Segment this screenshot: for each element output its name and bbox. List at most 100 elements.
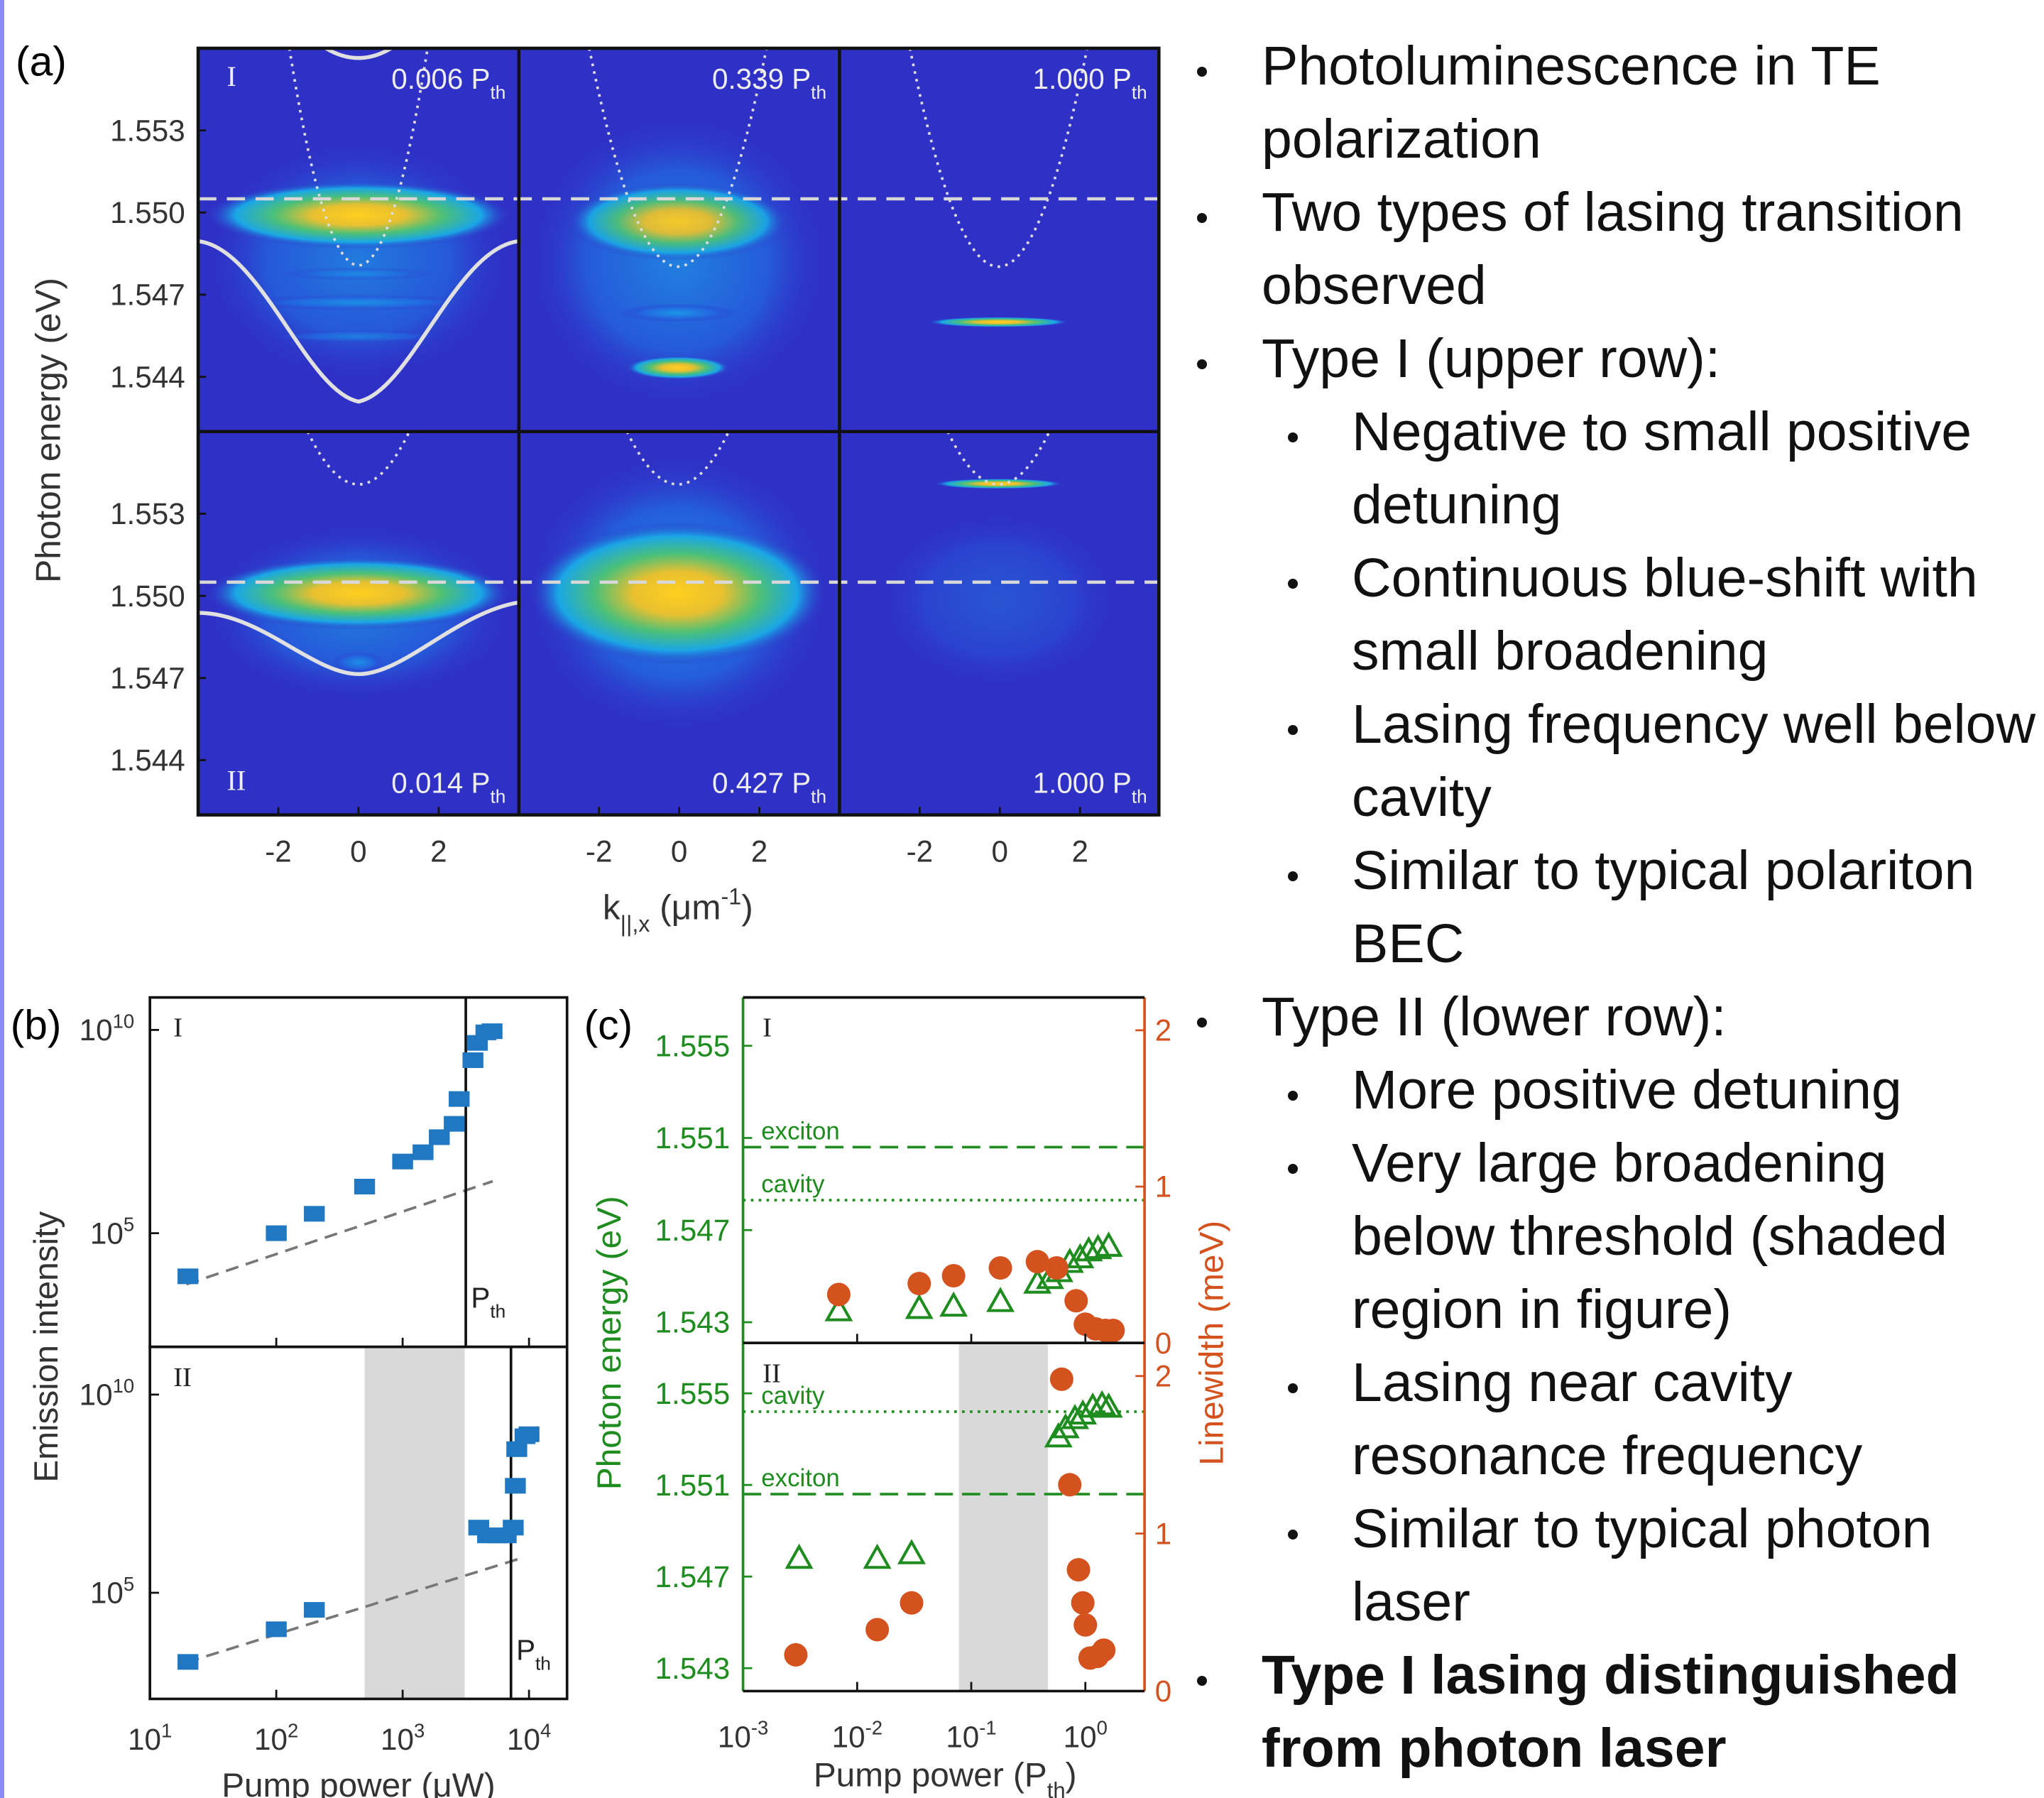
- tick-label: 1.543: [655, 1306, 731, 1339]
- data-point: [905, 1293, 934, 1319]
- bullet-dot: [1288, 1091, 1298, 1101]
- data-point: [266, 1621, 287, 1638]
- tick-label: 2: [1155, 1359, 1171, 1393]
- y-axis-label: Photon energy (eV): [28, 278, 67, 583]
- bullet-text: Lasing near cavity resonance frequency: [1352, 1352, 1863, 1486]
- bullet-dot: [1288, 1383, 1298, 1393]
- panel-label: (c): [584, 1002, 633, 1048]
- data-point: [1066, 1558, 1091, 1582]
- x-axis-label: Pump power (μW): [222, 1767, 495, 1798]
- bullet-text: Lasing frequency well below cavity: [1352, 694, 2036, 828]
- tick-label: 1.551: [655, 1121, 731, 1155]
- bullet-item: Similar to typical photon laser: [1288, 1493, 2044, 1639]
- dispersion-curve: [197, 239, 520, 404]
- tick-label: 1.551: [655, 1469, 731, 1502]
- data-point: [392, 1153, 413, 1170]
- tick-label-exponent: -3: [751, 1717, 768, 1739]
- tick-label: 2: [1155, 1014, 1171, 1047]
- data-point: [1094, 1231, 1123, 1257]
- tick-label: 0: [1155, 1674, 1171, 1708]
- heatmap-intensity: [933, 478, 1064, 489]
- data-point: [412, 1144, 434, 1160]
- bullet-dot: [1288, 579, 1298, 589]
- tick-label: 1.555: [655, 1377, 731, 1410]
- data-point: [1073, 1613, 1098, 1637]
- data-point: [449, 1091, 470, 1107]
- bullet-item: Continuous blue-shift with small broaden…: [1288, 542, 2044, 688]
- bullet-dot: [1288, 1530, 1298, 1540]
- power-label-part: 0.427 P: [712, 766, 811, 799]
- reference-label: exciton: [761, 1117, 840, 1145]
- tick-label: 100: [1064, 1717, 1108, 1754]
- x-axis-label-part: ): [741, 887, 753, 927]
- reference-label: exciton: [761, 1464, 840, 1492]
- tick-label: -2: [586, 835, 613, 868]
- tick-label-exponent: 0: [1097, 1717, 1108, 1739]
- tick-label: 1.547: [110, 661, 185, 694]
- data-point: [429, 1129, 450, 1145]
- reference-label: cavity: [761, 1382, 825, 1410]
- data-point: [1049, 1367, 1073, 1391]
- tick-label: 105: [90, 1214, 134, 1251]
- bullet-text: Similar to typical polariton BEC: [1352, 840, 1975, 974]
- tick-label: -2: [907, 835, 934, 868]
- bullet-text: Negative to small positive detuning: [1352, 401, 1972, 535]
- bullet-dot: [1197, 67, 1207, 77]
- bullet-text: Type I lasing distinguished from photon …: [1262, 1645, 1960, 1779]
- bullet-item: More positive detuning: [1288, 1054, 2044, 1127]
- tick-label: 1: [1155, 1170, 1171, 1204]
- panel-frame: [196, 46, 1161, 817]
- power-label-part: th: [811, 785, 826, 807]
- bullet-item: Negative to small positive detuning: [1288, 396, 2044, 542]
- bullet-text: Very large broadening below threshold (s…: [1352, 1133, 1947, 1340]
- tick-label-base: 10: [507, 1723, 540, 1756]
- heatmap-intensity: [875, 508, 1122, 692]
- bullet-text: Continuous blue-shift with small broaden…: [1352, 547, 1978, 682]
- tick-label: 1.544: [110, 743, 185, 777]
- fit-line: [186, 1557, 522, 1664]
- tick-label-exponent: 4: [540, 1719, 551, 1741]
- bullet-item: Similar to typical polariton BEC: [1288, 834, 2044, 981]
- tick-label: 104: [507, 1719, 551, 1756]
- tick-label-base: 10: [80, 1013, 113, 1047]
- bullet-dot: [1288, 1164, 1298, 1174]
- bullet-text: Type I (upper row):: [1262, 328, 1721, 389]
- y-axis-label: Photon energy (eV): [591, 1196, 628, 1490]
- tick-label: 103: [381, 1719, 425, 1756]
- tick-label-base: 1.550: [110, 579, 185, 613]
- data-point: [785, 1543, 814, 1569]
- power-label-part: 1.000 P: [1033, 766, 1132, 799]
- heatmap-intensity: [619, 303, 737, 322]
- tick-label: 1.550: [110, 579, 185, 613]
- row-label: I: [226, 60, 236, 92]
- data-point: [444, 1116, 465, 1132]
- panel-label: (a): [16, 39, 67, 85]
- y2-axis-label: Linewidth (meV): [1193, 1221, 1230, 1466]
- tick-label: 2: [1071, 835, 1088, 868]
- tick-label: 105: [90, 1573, 134, 1610]
- threshold-label: Pth: [516, 1633, 551, 1674]
- y-axis-label: Emission intensity: [28, 1211, 65, 1483]
- x-axis-label-part: Pump power (P: [814, 1756, 1047, 1794]
- data-point: [897, 1539, 926, 1564]
- x-axis-label: Pump power (Pth): [814, 1756, 1077, 1798]
- data-point: [988, 1255, 1012, 1280]
- tick-label: 101: [128, 1719, 172, 1756]
- bullet-text: More positive detuning: [1352, 1059, 1902, 1121]
- data-point: [1074, 1236, 1103, 1262]
- bullet-item: Very large broadening below threshold (s…: [1288, 1127, 2044, 1346]
- heatmap-intensity: [567, 182, 789, 261]
- bullet-text: Two types of lasing transition observed: [1262, 182, 1964, 316]
- cavity-dispersion: [306, 430, 411, 486]
- cavity-dispersion: [946, 430, 1051, 486]
- tick-label: 2: [430, 835, 447, 868]
- tick-label: 1.553: [110, 497, 185, 530]
- data-point: [518, 1426, 540, 1442]
- tick-label-base: 10: [381, 1723, 414, 1756]
- dispersion-curve: [198, 600, 520, 677]
- heatmap-intensity: [280, 267, 437, 280]
- heatmap-intensity: [625, 356, 731, 380]
- threshold-label-part: P: [471, 1282, 490, 1314]
- tick-label-exponent: -1: [979, 1717, 996, 1739]
